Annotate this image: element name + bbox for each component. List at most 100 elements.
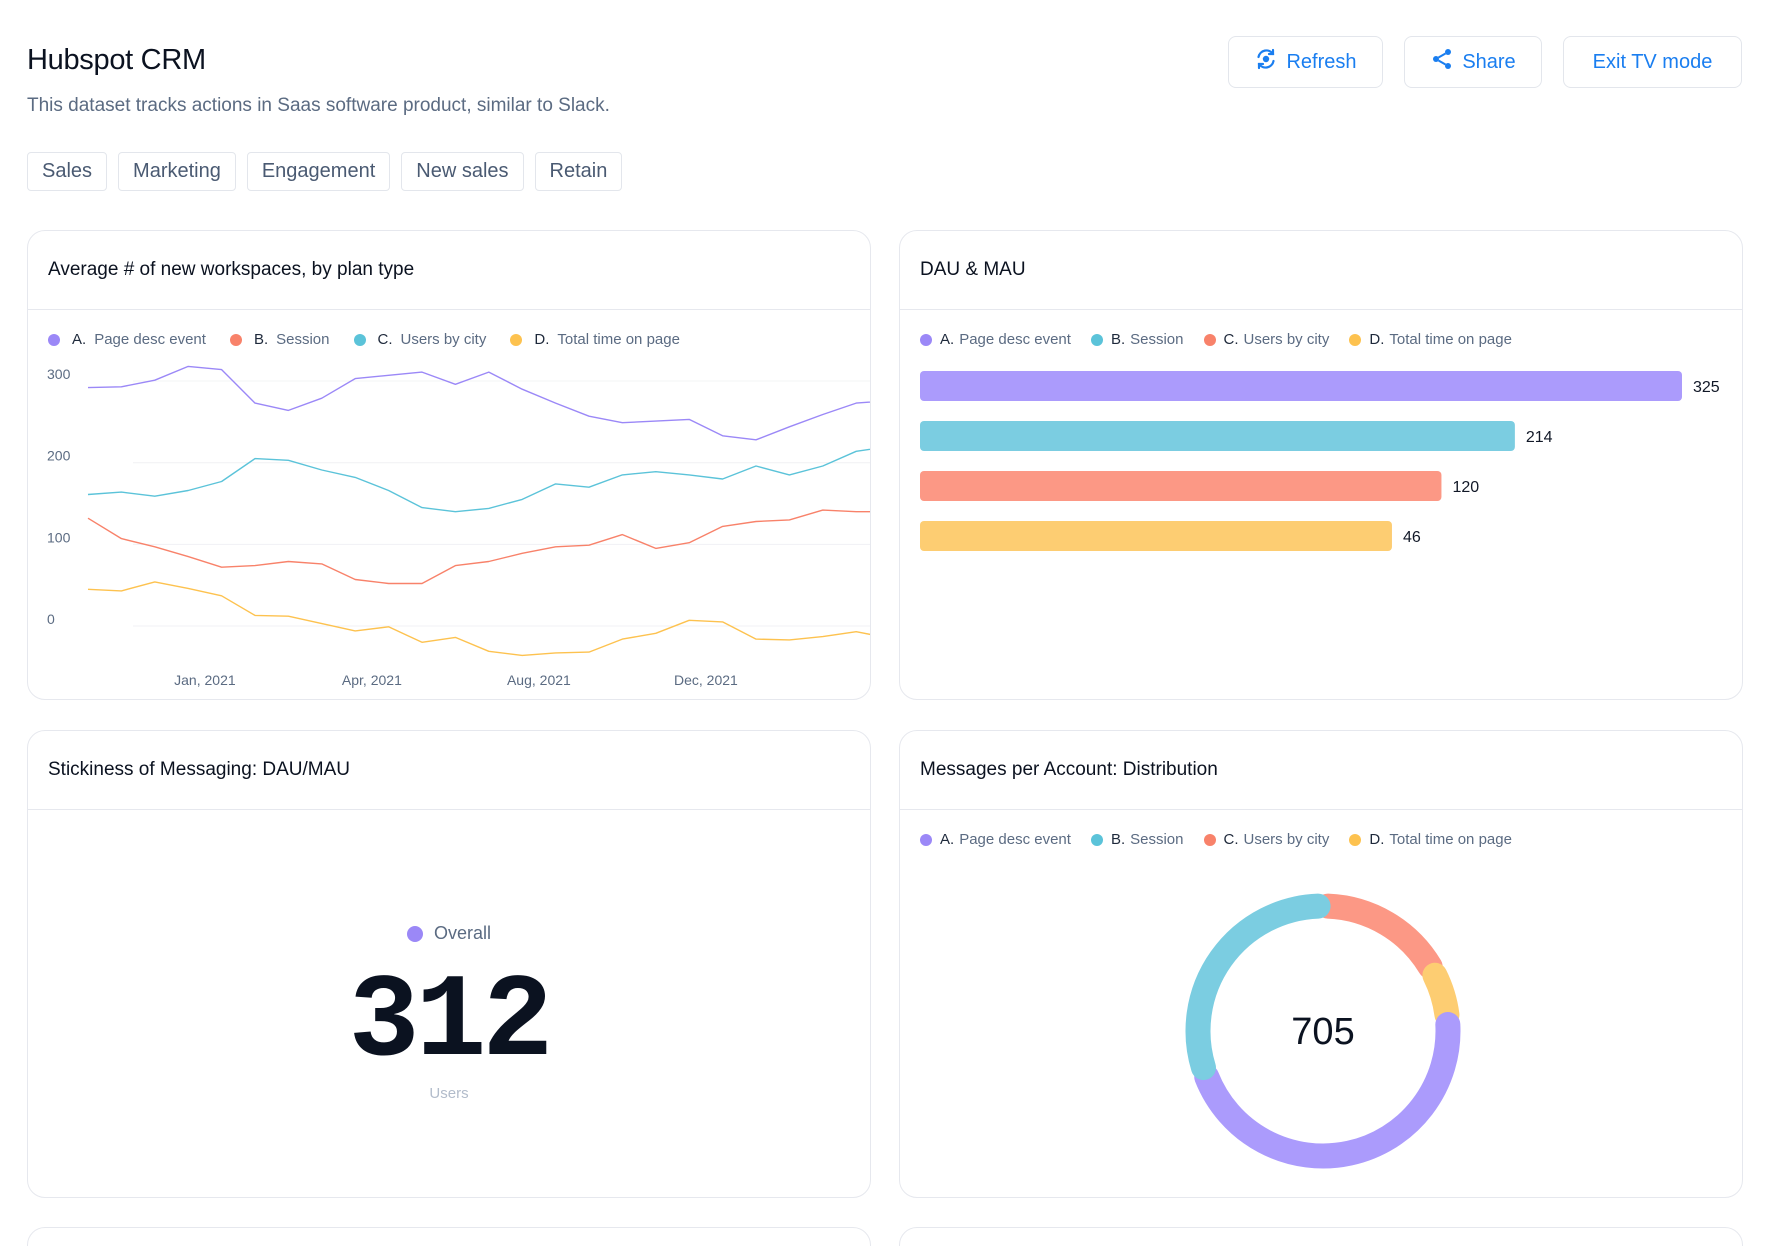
legend-dot [1203,833,1216,846]
legend-dot [920,833,932,846]
legend-item[interactable]: D. Total time on page [1349,331,1512,348]
line-series[interactable] [87,446,871,513]
donut-center-label: 705 [1291,1011,1354,1053]
legend-letter: C. [1223,831,1239,848]
legend-label: Total time on page [557,331,680,348]
legend-item[interactable]: D. Total time on page [1349,831,1512,848]
chart-legend: A. Page desc event B. Session C. Users b… [48,331,704,348]
y-tick-label: 100 [47,529,71,545]
tag-list: Sales Marketing Engagement New sales Ret… [27,152,623,191]
chart-legend: A. Page desc event B. Session C. Users b… [920,831,1532,848]
donut-segment[interactable] [1422,962,1460,1028]
legend-label: Users by city [1243,331,1330,348]
line-series[interactable] [87,509,871,585]
legend-label: Total time on page [1389,331,1512,348]
refresh-label: Refresh [1286,50,1357,73]
y-tick-label: 0 [47,611,55,627]
share-icon [1430,47,1454,77]
card-title: Messages per Account: Distribution [900,731,1742,810]
legend-label: Users by city [400,331,487,348]
legend-letter: D. [534,331,550,348]
legend-dot [1090,833,1103,846]
card-title: Stickiness of Messaging: DAU/MAU [28,731,870,810]
bar-value-label: 120 [1452,479,1479,496]
legend-dot [1203,333,1216,346]
metric-value: 312 [348,957,553,1090]
tag-engagement[interactable]: Engagement [246,152,391,191]
bar-value-label: 214 [1526,429,1553,446]
legend-item[interactable]: C. Users by city [353,331,487,348]
overall-legend: Overall [28,923,870,944]
legend-letter: A. [940,331,955,348]
legend-label: Page desc event [959,831,1071,848]
line-series[interactable] [87,581,871,657]
tag-sales[interactable]: Sales [27,152,108,191]
legend-label: Session [276,331,330,348]
card-title: Average # of new workspaces, by plan typ… [28,231,870,310]
page-description: This dataset tracks actions in Saas soft… [27,95,610,116]
refresh-button[interactable]: Refresh [1228,36,1383,88]
bar[interactable] [920,421,1515,451]
exit-tv-mode-button[interactable]: Exit TV mode [1563,36,1742,88]
legend-letter: C. [377,331,393,348]
card-partial [27,1227,871,1246]
legend-label: Overall [433,923,491,943]
refresh-icon [1254,47,1278,77]
legend-item[interactable]: B. Session [1090,831,1184,848]
x-tick-label: Aug, 2021 [507,672,571,688]
legend-dot [510,333,523,346]
legend-dot [353,333,366,346]
legend-item[interactable]: A. Page desc event [48,331,206,348]
donut-chart: 705 [1185,893,1461,1169]
bar-value-label: 325 [1693,379,1720,396]
legend-item[interactable]: B. Session [1090,331,1184,348]
tag-new-sales[interactable]: New sales [401,152,524,191]
card-title: DAU & MAU [900,231,1742,310]
messages-card: Messages per Account: Distribution A. Pa… [899,730,1743,1198]
x-tick-label: Jan, 2021 [174,672,236,688]
share-button[interactable]: Share [1404,36,1542,88]
legend-item[interactable]: D. Total time on page [510,331,680,348]
line-series[interactable] [87,365,871,441]
line-chart: 0 100 200 300 Jan, 2021 Apr, 2021 Aug, 2021 Dec… [47,365,871,688]
donut-segment[interactable] [1194,1011,1461,1169]
y-tick-label: 300 [47,366,71,382]
legend-item[interactable]: B. Session [229,331,330,348]
legend-letter: D. [1369,331,1385,348]
legend-item[interactable]: C. Users by city [1203,331,1330,348]
legend-dot [406,925,423,942]
bar[interactable] [920,471,1442,501]
legend-dot [1090,333,1103,346]
tag-retain[interactable]: Retain [534,152,623,191]
dau-mau-card: DAU & MAU A. Page desc event B. Session … [899,230,1743,700]
legend-letter: B. [1110,831,1126,848]
page-title: Hubspot CRM [27,44,206,76]
legend-item[interactable]: A. Page desc event [920,331,1071,348]
x-tick-label: Apr, 2021 [342,672,402,688]
bar[interactable] [920,521,1392,551]
chart-legend: A. Page desc event B. Session C. Users b… [920,331,1532,348]
legend-letter: C. [1223,331,1239,348]
x-tick-label: Dec, 2021 [674,672,738,688]
legend-label: Session [1130,331,1184,348]
legend-letter: B. [253,331,269,348]
legend-dot [1349,333,1362,346]
donut-segment[interactable] [1315,893,1443,980]
legend-letter: A. [72,331,87,348]
metric-unit: Users [429,1085,469,1102]
legend-label: Page desc event [94,331,206,348]
card-partial [899,1227,1743,1246]
legend-label: Total time on page [1389,831,1512,848]
legend-dot [48,333,60,346]
legend-label: Session [1130,831,1184,848]
legend-label: Users by city [1243,831,1330,848]
legend-item[interactable]: A. Page desc event [920,831,1071,848]
exit-tv-mode-label: Exit TV mode [1592,50,1713,73]
legend-letter: D. [1369,831,1385,848]
legend-item[interactable]: C. Users by city [1203,831,1330,848]
bar[interactable] [920,371,1682,401]
legend-dot [229,333,242,346]
tag-marketing[interactable]: Marketing [118,152,236,191]
donut-segment[interactable] [1185,893,1331,1081]
legend-dot [1349,833,1362,846]
